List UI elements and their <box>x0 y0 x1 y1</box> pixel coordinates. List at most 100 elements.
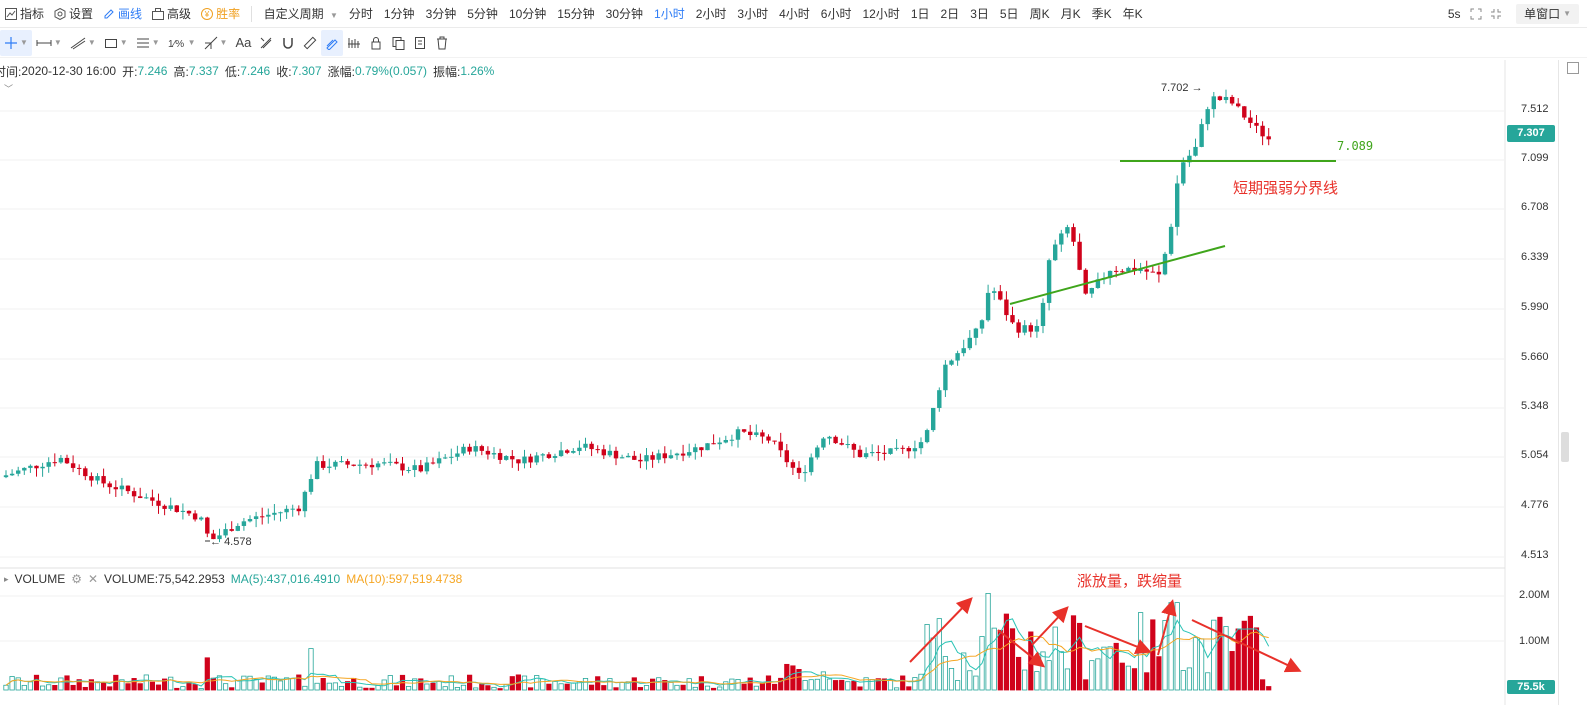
candle <box>119 477 125 496</box>
volume-bar <box>802 680 808 691</box>
advanced-button[interactable]: 高级 <box>147 0 196 28</box>
tab-period-9[interactable]: 3小时 <box>737 6 769 21</box>
tab-period-6[interactable]: 30分钟 <box>605 6 644 21</box>
tab-period-8[interactable]: 2小时 <box>695 6 727 21</box>
volume-bar <box>332 682 339 691</box>
hide-tool[interactable] <box>409 30 431 56</box>
volume-bar <box>948 668 955 691</box>
rectangle-tool[interactable]: ▼ <box>100 30 132 56</box>
expand-icon[interactable] <box>1466 1 1486 27</box>
bars-tool[interactable] <box>343 30 365 56</box>
candle <box>992 287 997 301</box>
tab-period-14[interactable]: 2日 <box>940 6 960 21</box>
window-mode-dropdown[interactable]: 单窗口 ▼ <box>1516 3 1579 24</box>
candle <box>479 444 484 456</box>
parallel-lines-tool[interactable]: ▼ <box>132 30 164 56</box>
fibonacci-tool[interactable]: 1⁄% ▼ <box>164 30 200 56</box>
tab-period-13[interactable]: 1日 <box>910 6 930 21</box>
volume-bar <box>33 674 40 691</box>
draw-button[interactable]: 画线 <box>98 0 147 28</box>
volume-bar <box>887 679 894 691</box>
candle <box>497 448 503 465</box>
tab-period-18[interactable]: 月K <box>1060 6 1081 21</box>
volume-bar <box>1009 628 1016 691</box>
tab-period-20[interactable]: 年K <box>1122 6 1143 21</box>
volume-bar <box>405 686 412 691</box>
tab-period-0[interactable]: 分时 <box>348 6 373 21</box>
copy-icon <box>392 36 405 50</box>
candle <box>687 443 692 458</box>
volume-bar <box>698 676 705 691</box>
candle <box>619 454 625 459</box>
close-icon[interactable]: ✕ <box>87 572 99 586</box>
draw-mode-tool[interactable] <box>321 29 344 56</box>
trend-line-tool[interactable]: ▼ <box>66 30 100 56</box>
tab-period-7[interactable]: 1小时 <box>654 6 685 21</box>
candle <box>436 451 442 469</box>
candle <box>821 437 826 450</box>
settings-button[interactable]: 设置 <box>49 0 98 28</box>
fullscreen-icon[interactable] <box>1486 1 1506 27</box>
volume-bar <box>1156 656 1162 691</box>
volume-bar <box>302 685 308 691</box>
volume-bar <box>894 687 900 691</box>
volume-bar <box>521 675 528 691</box>
brush-tool[interactable] <box>255 30 277 56</box>
candle <box>772 440 777 445</box>
ruler-tool[interactable] <box>299 30 321 56</box>
volume-bar <box>1089 660 1095 691</box>
volume-bar <box>15 677 21 691</box>
collapse-arrow-icon[interactable]: ▸ <box>4 573 9 584</box>
custom-period-dropdown[interactable]: 自定义周期 ▼ <box>258 0 343 28</box>
horizontal-ray-tool[interactable]: ▼ <box>32 30 66 56</box>
delete-tool[interactable] <box>431 30 453 56</box>
volume-bar <box>875 678 881 691</box>
svg-text:¥: ¥ <box>204 10 210 19</box>
candle <box>150 489 155 506</box>
collapse-chevron-icon[interactable]: ﹀ <box>4 84 14 94</box>
candle <box>717 437 722 450</box>
refresh-interval[interactable]: 5s <box>1447 6 1461 21</box>
tab-period-5[interactable]: 15分钟 <box>557 6 595 21</box>
tab-period-15[interactable]: 3日 <box>970 6 989 21</box>
tab-period-3[interactable]: 5分钟 <box>467 6 498 21</box>
tab-period-16[interactable]: 5日 <box>999 6 1019 21</box>
volume-bar <box>961 652 967 691</box>
price-axis-label: 5.660 <box>1521 351 1549 363</box>
candle <box>613 446 619 466</box>
indicator-button[interactable]: 指标 <box>0 0 49 28</box>
candle <box>363 462 369 469</box>
crosshair-tool[interactable]: ▼ <box>0 29 32 56</box>
volume-bar <box>448 675 454 691</box>
tab-period-10[interactable]: 4小时 <box>779 6 810 21</box>
winrate-button[interactable]: ¥ 胜率 <box>196 0 245 28</box>
change-value: 0.79%(0.057) <box>354 64 427 78</box>
candle <box>272 503 277 521</box>
measure-tool[interactable]: ▼ <box>200 30 232 56</box>
tab-period-4[interactable]: 10分钟 <box>508 6 547 21</box>
tab-period-2[interactable]: 3分钟 <box>425 6 457 21</box>
custom-period-label: 自定义周期 <box>263 6 324 21</box>
candle <box>833 435 838 444</box>
candle <box>729 434 735 447</box>
tab-period-1[interactable]: 1分钟 <box>383 6 415 21</box>
tab-period-12[interactable]: 12小时 <box>862 6 900 21</box>
settings-icon[interactable]: ⚙ <box>71 572 82 586</box>
copy-tool[interactable] <box>387 30 409 56</box>
tab-period-17[interactable]: 周K <box>1029 6 1050 21</box>
square-icon[interactable] <box>1567 62 1579 74</box>
text-tool[interactable]: Aa <box>231 30 255 56</box>
volume-bar <box>1040 651 1046 691</box>
sidebar-handle[interactable] <box>1561 432 1569 462</box>
candle <box>443 454 448 460</box>
tab-period-19[interactable]: 季K <box>1091 6 1112 21</box>
candle <box>973 327 979 346</box>
tab-period-11[interactable]: 6小时 <box>820 6 852 21</box>
price-axis-label: 6.708 <box>1521 201 1549 213</box>
volume-bar <box>503 684 509 691</box>
lock-tool[interactable] <box>365 30 387 56</box>
magnet-tool[interactable] <box>277 30 299 56</box>
volume-bar <box>942 656 949 691</box>
volume-bar <box>387 675 393 691</box>
